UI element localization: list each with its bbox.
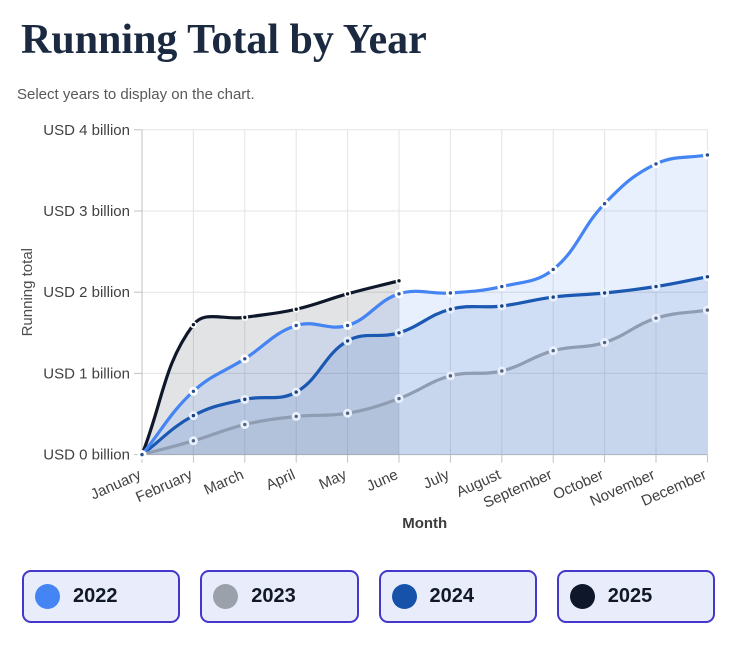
series-2023-point	[191, 439, 196, 443]
series-2022-point	[654, 162, 658, 166]
series-2023-point	[448, 374, 453, 378]
series-2024-point	[500, 304, 504, 308]
series-2024-point	[294, 390, 298, 394]
y-axis-title: Running total	[19, 248, 36, 336]
running-total-chart: USD 0 billion USD 1 billion USD 2 billion U…	[19, 121, 710, 532]
series-2022-point	[140, 452, 144, 457]
legend-label-2025: 2025	[607, 585, 653, 607]
series-2024-point	[448, 307, 453, 311]
legend-button-2024[interactable]: 2024	[378, 570, 537, 623]
series-2025-point	[191, 322, 196, 327]
x-tick-label: July	[421, 466, 453, 493]
series-2023-point	[602, 340, 607, 345]
series-2022-point	[397, 292, 401, 296]
series-2023-point	[345, 411, 350, 415]
legend-button-2025[interactable]: 2025	[556, 570, 715, 623]
series-2025-point	[243, 315, 247, 320]
series-2022-point	[500, 284, 504, 289]
legend-dot-2022	[35, 584, 60, 609]
series-2024-point	[551, 295, 555, 299]
series-2023-point	[705, 308, 710, 312]
x-tick-label: June	[364, 466, 401, 495]
legend-label-2024: 2024	[429, 585, 475, 607]
series-2024-point	[602, 291, 607, 295]
y-tick-label: USD 4 billion	[43, 122, 130, 139]
series-2022-point	[294, 323, 298, 328]
series-2025-point	[397, 279, 401, 283]
year-legend: 2022 2023 2024 2025	[22, 570, 715, 623]
x-tick-label: May	[316, 466, 349, 493]
series-2023-point	[294, 414, 298, 419]
legend-dot-2023	[213, 584, 239, 609]
x-tick-label: March	[201, 466, 246, 498]
x-tick-label: April	[263, 466, 297, 494]
series-2022-point	[448, 291, 453, 295]
x-axis-title: Month	[402, 515, 447, 532]
legend-label-2023: 2023	[251, 585, 296, 607]
series-2023-line	[140, 308, 709, 457]
x-tick-label: February	[133, 466, 195, 506]
y-tick-label: USD 2 billion	[43, 284, 130, 301]
page-subtitle: Select years to display on the chart.	[17, 86, 255, 103]
series-2022-area	[142, 154, 708, 455]
legend-dot-2025	[569, 584, 595, 609]
page-title: Running Total by Year	[21, 17, 427, 63]
series-2024-point	[243, 397, 247, 402]
series-2024-point	[397, 331, 401, 335]
series-2024-area	[142, 276, 708, 455]
legend-label-2022: 2022	[73, 585, 118, 607]
series-2023-point	[654, 316, 658, 320]
series-2022-point	[243, 357, 247, 361]
series-2022-point	[705, 153, 710, 157]
legend-button-2022[interactable]: 2022	[22, 570, 181, 623]
legend-dot-2024	[391, 584, 417, 609]
y-tick-label: USD 3 billion	[43, 203, 130, 220]
series-2025-point	[345, 292, 350, 296]
series-2023-point	[500, 369, 504, 373]
series-2022-line	[140, 153, 709, 457]
series-2024-point	[654, 284, 658, 289]
series-2023-point	[243, 422, 247, 427]
series-2024-point	[345, 339, 350, 343]
series-2023-point	[397, 396, 401, 401]
series-2022-point	[191, 389, 196, 393]
series-2022-point	[345, 323, 350, 328]
series-2023-point	[551, 348, 555, 353]
series-2025-point	[294, 307, 298, 311]
legend-button-2023[interactable]: 2023	[200, 570, 359, 623]
series-2022-point	[551, 267, 555, 272]
y-tick-label: USD 1 billion	[43, 365, 130, 382]
series-2024-point	[191, 413, 196, 418]
y-tick-label: USD 0 billion	[43, 447, 130, 464]
series-2022-point	[602, 201, 607, 206]
series-2024-point	[705, 275, 710, 279]
